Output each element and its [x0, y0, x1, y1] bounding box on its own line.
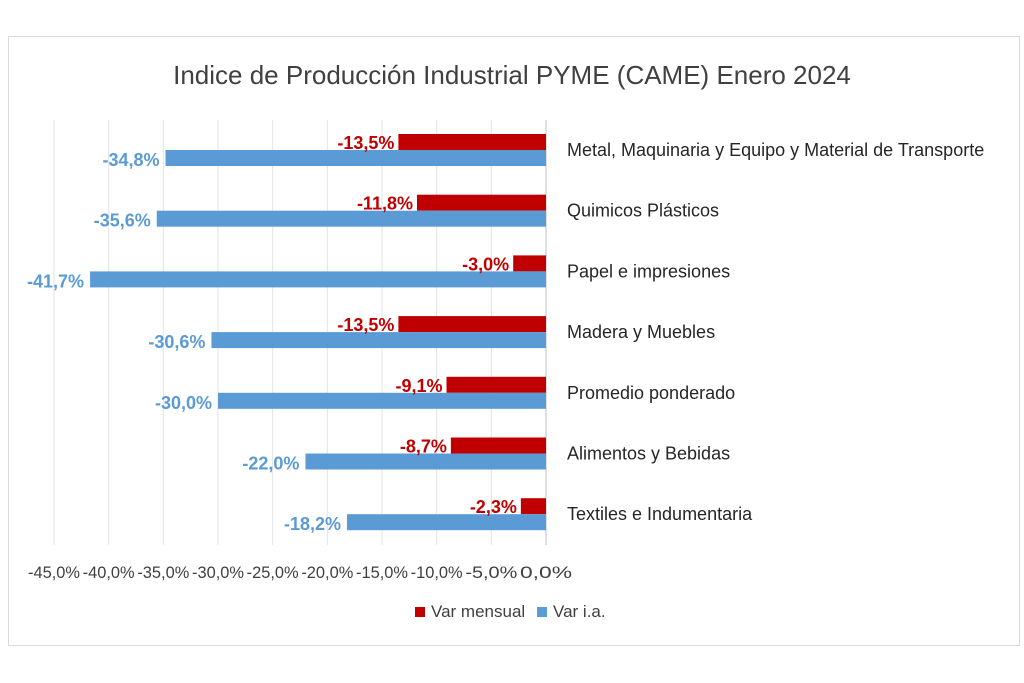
- data-label-var-mensual: -3,0%: [462, 254, 509, 274]
- legend-label-var-mensual: Var mensual: [431, 602, 525, 621]
- bar-var-mensual: [513, 255, 546, 272]
- data-label-var-mensual: -9,1%: [395, 376, 442, 396]
- bar-var-mensual: [416, 194, 546, 211]
- x-tick-label: -20,0%: [301, 563, 353, 582]
- data-label-var-ia: -41,7%: [27, 271, 84, 291]
- x-tick-label: 0,0%: [520, 563, 572, 582]
- category-label: Textiles e Indumentaria: [567, 504, 753, 524]
- bar-var-ia: [156, 210, 547, 227]
- bar-var-ia: [305, 453, 546, 470]
- x-tick-label: -5,0%: [465, 563, 517, 582]
- data-label-var-mensual: -13,5%: [337, 315, 394, 335]
- bar-var-ia: [165, 150, 546, 166]
- data-label-var-ia: -18,2%: [284, 514, 341, 534]
- x-tick-label: -40,0%: [83, 563, 135, 582]
- bar-var-mensual: [398, 316, 546, 333]
- category-label: Metal, Maquinaria y Equipo y Material de…: [567, 140, 984, 160]
- chart-title: Indice de Producción Industrial PYME (CA…: [173, 60, 851, 90]
- x-tick-label: -25,0%: [247, 563, 299, 582]
- x-tick-label: -35,0%: [137, 563, 189, 582]
- data-label-var-ia: -35,6%: [94, 211, 151, 231]
- category-label: Promedio ponderado: [567, 383, 735, 403]
- bar-var-ia: [347, 514, 546, 531]
- category-label: Quimicos Plásticos: [567, 201, 719, 221]
- bar-var-ia: [218, 392, 546, 409]
- legend-swatch-var-mensual: [415, 607, 425, 617]
- x-tick-label: -10,0%: [411, 563, 463, 582]
- category-label: Madera y Muebles: [567, 322, 715, 342]
- data-label-var-ia: -34,8%: [102, 150, 159, 170]
- category-label: Papel e impresiones: [567, 261, 730, 281]
- bar-var-ia: [90, 271, 546, 288]
- bar-var-mensual: [398, 134, 546, 150]
- data-label-var-mensual: -13,5%: [337, 133, 394, 153]
- data-label-var-mensual: -8,7%: [400, 437, 447, 457]
- data-label-var-ia: -30,6%: [148, 332, 205, 352]
- x-tick-label: -30,0%: [192, 563, 244, 582]
- legend-swatch-var-ia: [537, 607, 547, 617]
- data-label-var-mensual: -11,8%: [357, 194, 413, 214]
- data-label-var-ia: -22,0%: [242, 454, 299, 474]
- bar-var-mensual: [450, 437, 546, 454]
- bar-var-mensual: [446, 376, 546, 393]
- category-label: Alimentos y Bebidas: [567, 444, 730, 464]
- data-label-var-ia: -30,0%: [155, 393, 212, 413]
- bar-var-mensual: [520, 498, 546, 515]
- data-label-var-mensual: -2,3%: [470, 497, 517, 517]
- legend-label-var-ia: Var i.a.: [553, 602, 606, 621]
- bar-var-ia: [211, 332, 546, 349]
- x-tick-label: -45,0%: [28, 563, 80, 582]
- x-tick-label: -15,0%: [356, 563, 408, 582]
